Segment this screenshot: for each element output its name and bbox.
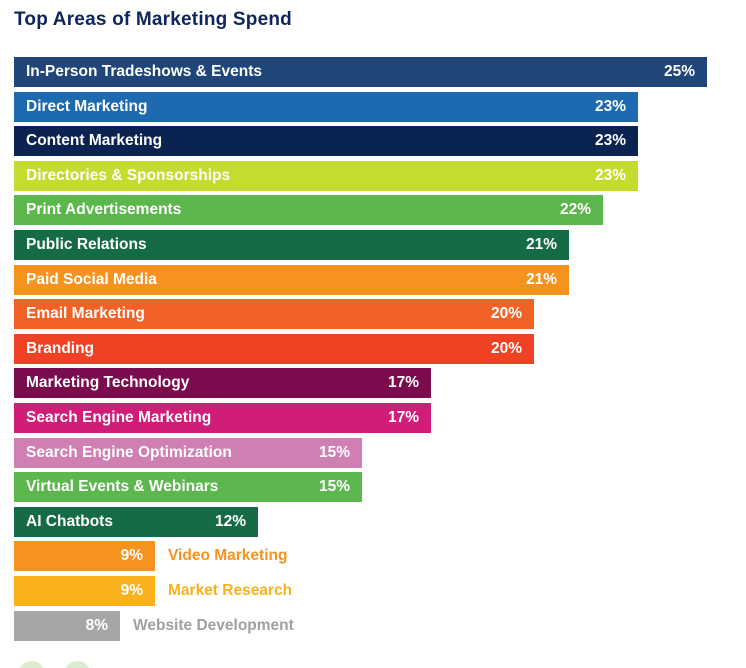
bar-category-label: Website Development <box>133 617 294 634</box>
bar-category-label: Search Engine Marketing <box>26 409 212 426</box>
bar-category-label: Virtual Events & Webinars <box>26 478 219 495</box>
bar-category-label: Branding <box>26 340 95 357</box>
bar-category-label: AI Chatbots <box>26 513 113 530</box>
bar-search-engine-marketing: Search Engine Marketing 17% <box>14 403 431 433</box>
bar-value: 20% <box>490 340 522 357</box>
bar-value: 23% <box>594 132 626 149</box>
bar-value: 23% <box>594 167 626 184</box>
bar-value: 23% <box>594 98 626 115</box>
bar-print-advertisements: Print Advertisements 22% <box>14 195 603 225</box>
bar-website-development: 8% <box>14 611 120 641</box>
bar-market-research: 9% <box>14 576 155 606</box>
bar-email-marketing: Email Marketing 20% <box>14 299 534 329</box>
bar-category-label: Search Engine Optimization <box>26 444 232 461</box>
bar-value: 9% <box>120 547 143 564</box>
bar-value: 15% <box>318 444 350 461</box>
bar-content-marketing: Content Marketing 23% <box>14 126 638 156</box>
bar-direct-marketing: Direct Marketing 23% <box>14 92 638 122</box>
bar-value: 9% <box>120 582 143 599</box>
bar-marketing-technology: Marketing Technology 17% <box>14 368 431 398</box>
bar-virtual-events-and-webinars: Virtual Events & Webinars 15% <box>14 472 362 502</box>
bar-in-person-tradeshows-and-events: In-Person Tradeshows & Events 25% <box>14 57 707 87</box>
bar-category-label: Email Marketing <box>26 305 145 322</box>
bar-public-relations: Public Relations 21% <box>14 230 569 260</box>
bar-category-label: Paid Social Media <box>26 271 157 288</box>
bar-value: 20% <box>490 305 522 322</box>
bar-category-label: In-Person Tradeshows & Events <box>26 63 263 80</box>
bar-value: 22% <box>559 201 591 218</box>
bar-category-label: Direct Marketing <box>26 98 148 115</box>
bar-value: 17% <box>387 409 419 426</box>
bar-value: 25% <box>663 63 695 80</box>
bar-search-engine-optimization: Search Engine Optimization 15% <box>14 438 362 468</box>
bar-value: 12% <box>214 513 246 530</box>
bar-category-label: Video Marketing <box>168 547 288 564</box>
bar-category-label: Public Relations <box>26 236 147 253</box>
bar-category-label: Directories & Sponsorships <box>26 167 231 184</box>
bar-value: 21% <box>525 271 557 288</box>
bar-branding: Branding 20% <box>14 334 534 364</box>
bar-ai-chatbots: AI Chatbots 12% <box>14 507 258 537</box>
chart-title: Top Areas of Marketing Spend <box>14 9 292 30</box>
bar-directories-and-sponsorships: Directories & Sponsorships 23% <box>14 161 638 191</box>
bar-value: 17% <box>387 374 419 391</box>
decorative-circle <box>18 661 45 668</box>
bar-value: 15% <box>318 478 350 495</box>
decorative-circle <box>64 661 91 668</box>
bar-category-label: Marketing Technology <box>26 374 190 391</box>
bar-value: 21% <box>525 236 557 253</box>
bar-category-label: Market Research <box>168 582 293 599</box>
bar-category-label: Print Advertisements <box>26 201 182 218</box>
bar-value: 8% <box>85 617 108 634</box>
bar-paid-social-media: Paid Social Media 21% <box>14 265 569 295</box>
bar-video-marketing: 9% <box>14 541 155 571</box>
bar-category-label: Content Marketing <box>26 132 163 149</box>
